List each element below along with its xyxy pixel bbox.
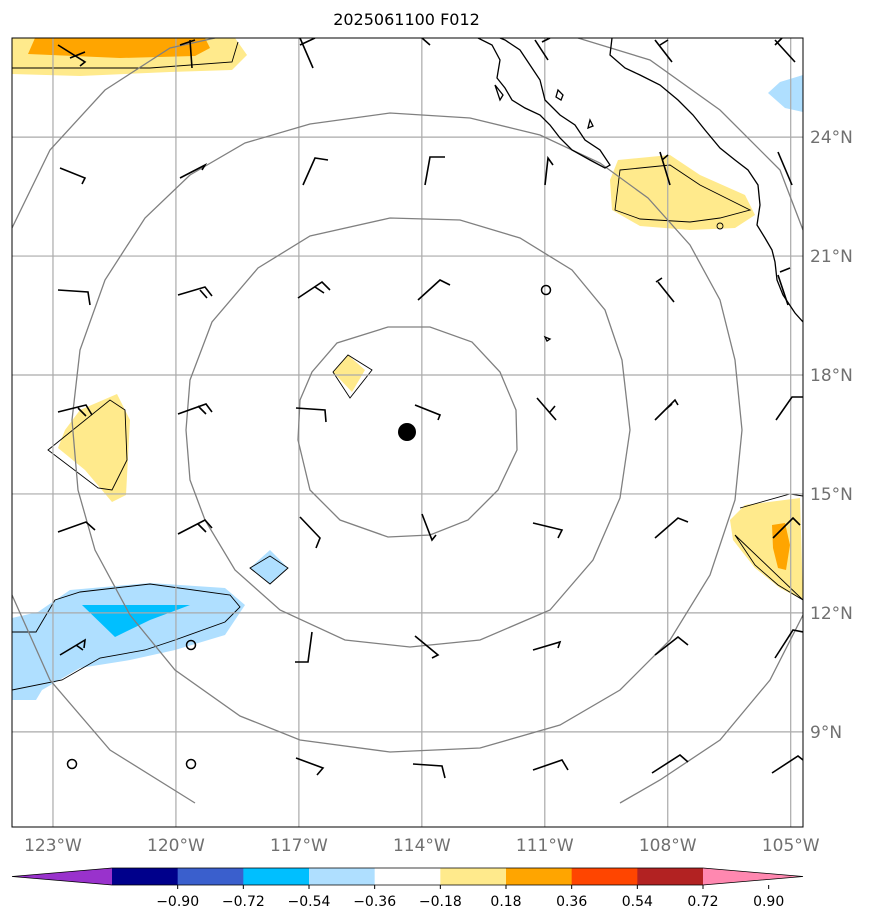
positive-anomaly-area <box>730 498 803 600</box>
longitude-tick-label: 120°W <box>147 836 205 856</box>
negative-anomaly-area <box>250 550 288 584</box>
colorbar-tick-label: 0.72 <box>687 894 718 910</box>
range-ring-inner <box>297 326 518 538</box>
latitude-tick-label: 24°N <box>810 128 853 148</box>
colorbar-tick-label: −0.90 <box>156 894 199 910</box>
colorbar-segment <box>506 868 573 885</box>
calm-marker <box>540 284 552 296</box>
wind-barbs <box>57 38 803 779</box>
range-ring-middle <box>185 217 631 648</box>
positive-anomaly-area <box>333 355 365 392</box>
island <box>587 118 594 130</box>
colorbar-tick-label: 0.36 <box>556 894 587 910</box>
island <box>543 335 552 342</box>
colorbar-segment <box>112 868 179 885</box>
range-ring-outermost <box>619 614 803 804</box>
island <box>555 88 564 101</box>
colorbar-tick-label: 0.54 <box>622 894 653 910</box>
latitude-tick-label: 12°N <box>810 604 853 624</box>
positive-anomaly-area <box>610 155 755 230</box>
colorbar-segment <box>637 868 704 885</box>
colorbar-tick-label: −0.18 <box>419 894 462 910</box>
colorbar-tick-label: −0.54 <box>288 894 331 910</box>
colorbar-segment <box>177 868 244 885</box>
map-title: 2025061100 F012 <box>333 10 480 29</box>
calm-wind-markers <box>66 284 552 770</box>
range-ring-outermost <box>12 38 216 229</box>
latitude-labels: 9°N 12°N 15°N 18°N 21°N 24°N <box>810 128 853 743</box>
range-ring-outer <box>71 112 743 753</box>
colorbar-extend-low <box>12 868 112 885</box>
latitude-tick-label: 15°N <box>810 485 853 505</box>
latitude-tick-label: 21°N <box>810 247 853 267</box>
colorbar-tick-label: −0.36 <box>353 894 396 910</box>
calm-marker <box>185 639 197 651</box>
longitude-labels: 123°W 120°W 117°W 114°W 111°W 108°W 105°W <box>24 836 820 856</box>
positive-anomaly-core <box>28 38 210 58</box>
range-ring-outermost <box>577 38 803 231</box>
longitude-tick-label: 123°W <box>24 836 82 856</box>
negative-anomaly-area <box>12 583 245 700</box>
calm-marker <box>185 758 197 770</box>
island <box>494 84 504 102</box>
coastline <box>477 38 803 342</box>
colorbar-segment <box>440 868 507 885</box>
colorbar-segment <box>243 868 310 885</box>
colorbar-outline <box>11 867 804 886</box>
colorbar-extend-high <box>703 868 803 885</box>
range-ring-outermost <box>12 594 196 804</box>
mainland-mexico-coast <box>609 38 803 323</box>
latitude-tick-label: 18°N <box>810 366 853 386</box>
longitude-tick-label: 114°W <box>393 836 451 856</box>
colorbar-tick-label: 0.90 <box>753 894 784 910</box>
map-frame <box>11 37 804 828</box>
longitude-tick-label: 105°W <box>762 836 820 856</box>
positive-anomaly-area <box>58 394 130 502</box>
negative-anomaly-area <box>768 75 803 112</box>
baja-california-coast <box>477 38 611 169</box>
colorbar-segment <box>571 868 638 885</box>
calm-marker <box>66 758 78 770</box>
longitude-tick-label: 117°W <box>270 836 328 856</box>
colorbar-tick-label: −0.72 <box>222 894 265 910</box>
latitude-tick-label: 9°N <box>810 723 842 743</box>
longitude-tick-label: 108°W <box>639 836 697 856</box>
range-rings <box>12 38 803 804</box>
colorbar-segment <box>309 868 376 885</box>
colorbar: −0.90 −0.72 −0.54 −0.36 −0.18 0.18 0.36 0.54 0.7… <box>11 867 804 910</box>
storm-center-marker <box>398 423 416 441</box>
colorbar-segment <box>374 868 441 885</box>
longitude-tick-label: 111°W <box>516 836 574 856</box>
colorbar-tick-label: 0.18 <box>490 894 521 910</box>
